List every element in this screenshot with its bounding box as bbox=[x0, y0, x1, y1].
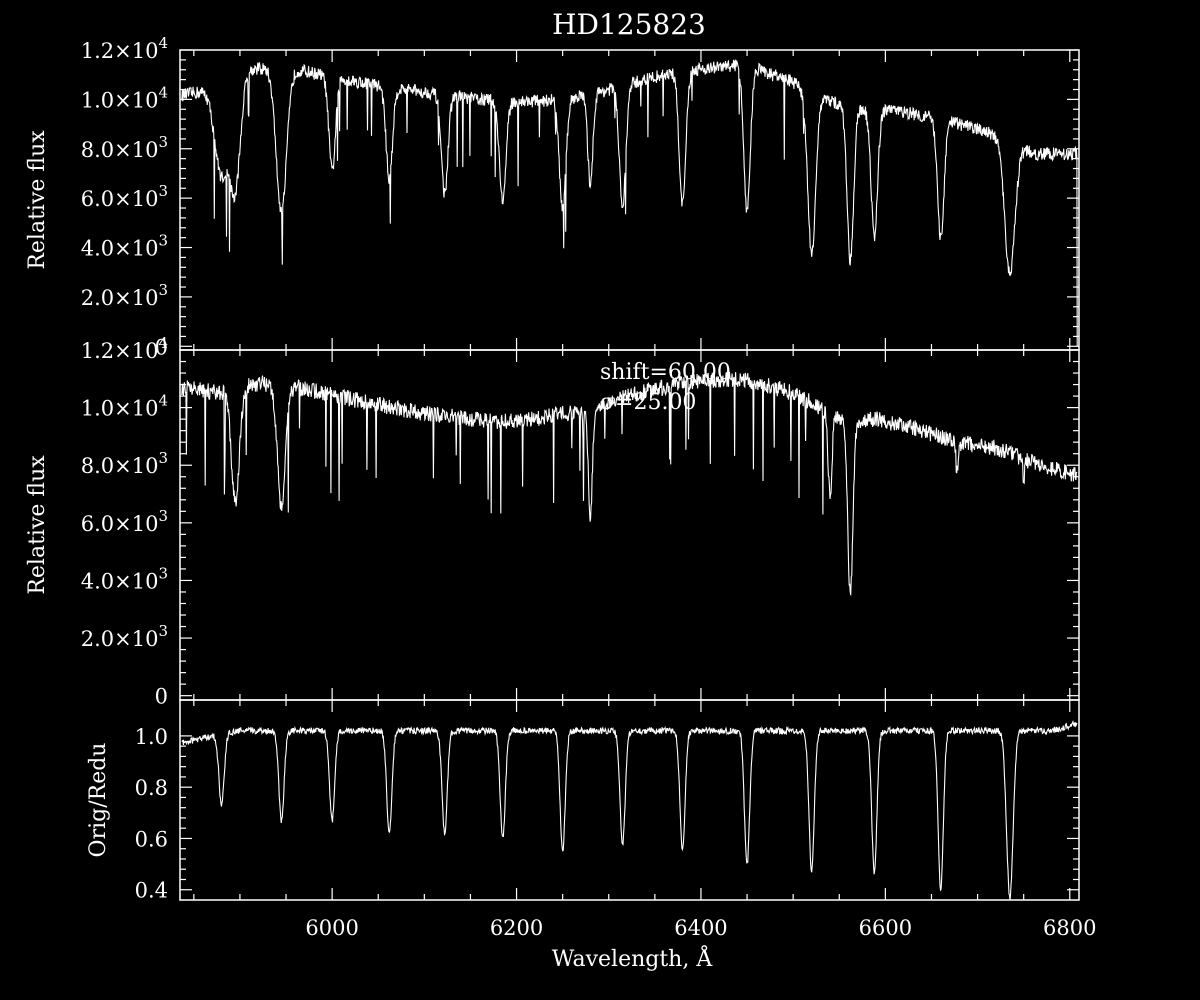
panel-middle: 0 2.0×103 4.0×103 6.0×103 8.0×103 1.0×104 1.2×… bbox=[25, 334, 1080, 709]
y-tick-exponent: 3 bbox=[158, 564, 168, 582]
x-axis-label: Wavelength, Å bbox=[552, 944, 714, 972]
chart-title: HD125823 bbox=[552, 8, 706, 41]
x-tick-label: 6400 bbox=[674, 916, 727, 940]
y-tick-exponent: 3 bbox=[158, 507, 168, 525]
panel-top-ylabel: Relative flux bbox=[25, 130, 50, 270]
y-tick-exponent: 3 bbox=[158, 133, 168, 151]
y-tick-exponent: 4 bbox=[158, 83, 168, 101]
y-tick-label: 0.6 bbox=[135, 827, 168, 851]
y-tick-label: 1.0×104 bbox=[81, 83, 168, 112]
panel-top-ticks: 0 2.0×103 4.0×103 6.0×103 8.0×103 1.0×104 1.2×… bbox=[81, 34, 1079, 359]
y-tick-label: 6.0×103 bbox=[81, 182, 168, 211]
panel-bottom: 0.4 0.6 0.8 1.0 Orig/Redu bbox=[86, 699, 1080, 903]
y-tick-label: 2.0×103 bbox=[81, 281, 168, 310]
y-tick-exponent: 4 bbox=[158, 334, 168, 352]
x-tick-label: 6000 bbox=[305, 916, 358, 940]
annotation-sigma: σ=25.00 bbox=[600, 390, 696, 415]
y-tick-exponent: 3 bbox=[158, 232, 168, 250]
panel-bottom-ticks: 0.4 0.6 0.8 1.0 bbox=[135, 700, 1079, 903]
panel-top: 0 2.0×103 4.0×103 6.0×103 8.0×103 1.0×104 1.2×… bbox=[25, 34, 1080, 359]
y-tick-label: 6.0×103 bbox=[81, 507, 168, 536]
y-tick-label: 1.0×104 bbox=[81, 392, 168, 421]
y-tick-exponent: 3 bbox=[158, 449, 168, 467]
panel-middle-ticks: 0 2.0×103 4.0×103 6.0×103 8.0×103 1.0×104 1.2×… bbox=[81, 334, 1079, 709]
y-tick-label: 1.2×104 bbox=[81, 334, 168, 363]
y-tick-label: 1.2×104 bbox=[81, 34, 168, 63]
y-tick-label: 4.0×103 bbox=[81, 232, 168, 261]
panel-bottom-spectrum-line bbox=[181, 720, 1078, 901]
panel-middle-spectrum-line bbox=[181, 371, 1078, 596]
y-tick-label: 8.0×103 bbox=[81, 133, 168, 162]
y-tick-label: 0.8 bbox=[135, 776, 168, 800]
y-tick-exponent: 3 bbox=[158, 182, 168, 200]
y-tick-label: 0 bbox=[155, 685, 168, 709]
y-tick-label: 2.0×103 bbox=[81, 622, 168, 651]
annotation-shift: shift=60.00 bbox=[600, 360, 731, 385]
y-tick-label: 0 bbox=[155, 335, 168, 359]
y-tick-label: 0.4 bbox=[135, 879, 168, 903]
x-tick-label: 6200 bbox=[490, 916, 543, 940]
y-tick-exponent: 3 bbox=[158, 622, 168, 640]
y-tick-exponent: 3 bbox=[158, 281, 168, 299]
x-tick-label: 6800 bbox=[1043, 916, 1096, 940]
y-tick-exponent: 4 bbox=[158, 34, 168, 52]
y-tick-label: 8.0×103 bbox=[81, 449, 168, 478]
y-tick-label: 4.0×103 bbox=[81, 564, 168, 593]
y-tick-exponent: 4 bbox=[158, 392, 168, 410]
panel-top-spectrum-line bbox=[181, 59, 1078, 347]
x-tick-labels: 6000 6200 6400 6600 6800 bbox=[305, 916, 1096, 940]
y-tick-label: 1.0 bbox=[135, 725, 168, 749]
x-tick-label: 6600 bbox=[859, 916, 912, 940]
panel-bottom-ylabel: Orig/Redu bbox=[86, 743, 111, 858]
panel-middle-ylabel: Relative flux bbox=[25, 455, 50, 595]
panel-bottom-frame bbox=[179, 699, 1080, 901]
